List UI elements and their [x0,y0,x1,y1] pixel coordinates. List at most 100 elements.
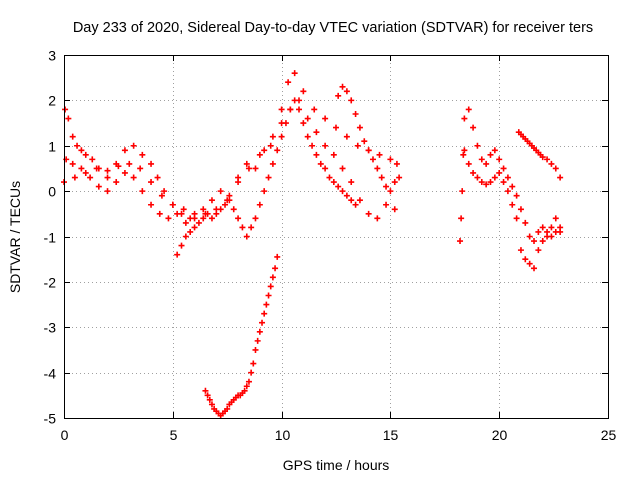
series-track-c [62,106,194,222]
data-point [195,219,202,226]
data-point [82,169,89,176]
y-tick-label: 3 [48,48,56,64]
data-point [235,174,242,181]
series-track-i [461,147,564,272]
data-point [300,88,307,95]
data-point [182,219,189,226]
data-point [478,179,485,186]
data-point [191,224,198,231]
data-point [261,147,268,154]
data-point [187,215,194,222]
series-track-b [63,97,398,226]
data-point [343,133,350,140]
data-point [204,392,211,399]
data-point [356,124,363,131]
data-point [267,142,274,149]
data-point [531,265,538,272]
data-point [374,215,381,222]
data-point [513,215,520,222]
data-point [139,151,146,158]
data-point [483,160,490,167]
data-point [269,133,276,140]
data-point [548,160,555,167]
data-point [465,160,472,167]
data-point [226,197,233,204]
data-point [137,165,144,172]
series-track-a [61,70,400,222]
x-tick-label: 20 [492,427,508,443]
data-point [208,401,215,408]
data-point [104,188,111,195]
data-point [278,106,285,113]
data-point [259,319,266,326]
data-point [513,192,520,199]
data-point [252,346,259,353]
data-point [113,160,120,167]
data-point [526,233,533,240]
data-point [224,405,231,412]
tick-labels: 0 5 10 15 20 25 -5 -4 -3 -2 -1 0 1 2 3 [44,48,617,444]
data-point [213,210,220,217]
data-point [148,179,155,186]
data-point [557,228,564,235]
data-point [330,151,337,158]
data-point [230,206,237,213]
x-tick-label: 25 [601,427,617,443]
data-point [78,165,85,172]
data-point [78,147,85,154]
data-point [148,160,155,167]
y-tick-label: -3 [44,320,57,336]
grid [64,55,608,418]
data-point [169,201,176,208]
data-point [391,179,398,186]
data-point [82,151,89,158]
data-point [339,83,346,90]
data-point [74,142,81,149]
data-point [178,242,185,249]
data-marks [61,70,564,419]
data-point [348,197,355,204]
data-point [539,238,546,245]
data-point [474,174,481,181]
data-point [200,206,207,213]
y-tick-label: -5 [44,411,57,427]
data-point [126,160,133,167]
data-point [343,192,350,199]
data-point [296,106,303,113]
data-point [322,142,329,149]
series-track-e [335,83,403,195]
data-point [496,156,503,163]
data-point [89,156,96,163]
data-point [256,328,263,335]
data-point [487,151,494,158]
data-point [458,215,465,222]
data-point [378,174,385,181]
data-point [121,147,128,154]
data-point [256,201,263,208]
data-point [95,183,102,190]
data-point [496,169,503,176]
data-point [87,174,94,181]
series-track-h [465,106,564,245]
data-point [459,188,466,195]
data-point [208,215,215,222]
data-point [544,156,551,163]
data-point [243,383,250,390]
data-point [239,224,246,231]
data-point [222,201,229,208]
data-point [330,179,337,186]
data-point [348,179,355,186]
data-point [206,396,213,403]
series-track-j [515,129,564,181]
x-tick-label: 10 [275,427,291,443]
data-point [517,247,524,254]
data-point [282,120,289,127]
data-point [291,70,298,77]
data-point [557,174,564,181]
data-point [252,215,259,222]
x-tick-label: 15 [383,427,399,443]
data-point [158,192,165,199]
series-track-f [202,253,281,419]
data-point [130,142,137,149]
